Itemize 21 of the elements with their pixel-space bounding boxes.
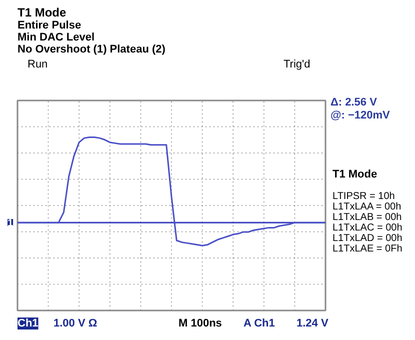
chart-title: T1 Mode: [18, 6, 66, 20]
text: L1TxLAD = 00h: [332, 233, 402, 244]
text: Min DAC Level: [18, 32, 95, 44]
text: L1TxLAA = 00h: [332, 202, 402, 212]
text: L1TxLAE = 0Fh: [332, 244, 402, 254]
text: Run: [28, 58, 48, 70]
text: Trig'd: [284, 58, 310, 70]
text: Ch1: [18, 318, 38, 330]
text: 1.00 V Ω: [54, 318, 98, 330]
text: Entire Pulse: [18, 20, 82, 32]
text: A Ch1: [244, 318, 275, 330]
text: 1.24 V: [296, 318, 329, 330]
text: LTIPSR = 10h: [332, 191, 395, 202]
text: No Overshoot (1) Plateau (2): [18, 44, 166, 56]
text: M 100ns: [178, 318, 222, 330]
text: @: −120mV: [330, 110, 391, 122]
text: 1: [8, 218, 14, 229]
text: Δ: 2.56 V: [330, 96, 378, 108]
text: L1TxLAB = 00h: [332, 212, 402, 223]
text: L1TxLAC = 00h: [332, 222, 402, 234]
text: T1 Mode: [332, 168, 378, 180]
